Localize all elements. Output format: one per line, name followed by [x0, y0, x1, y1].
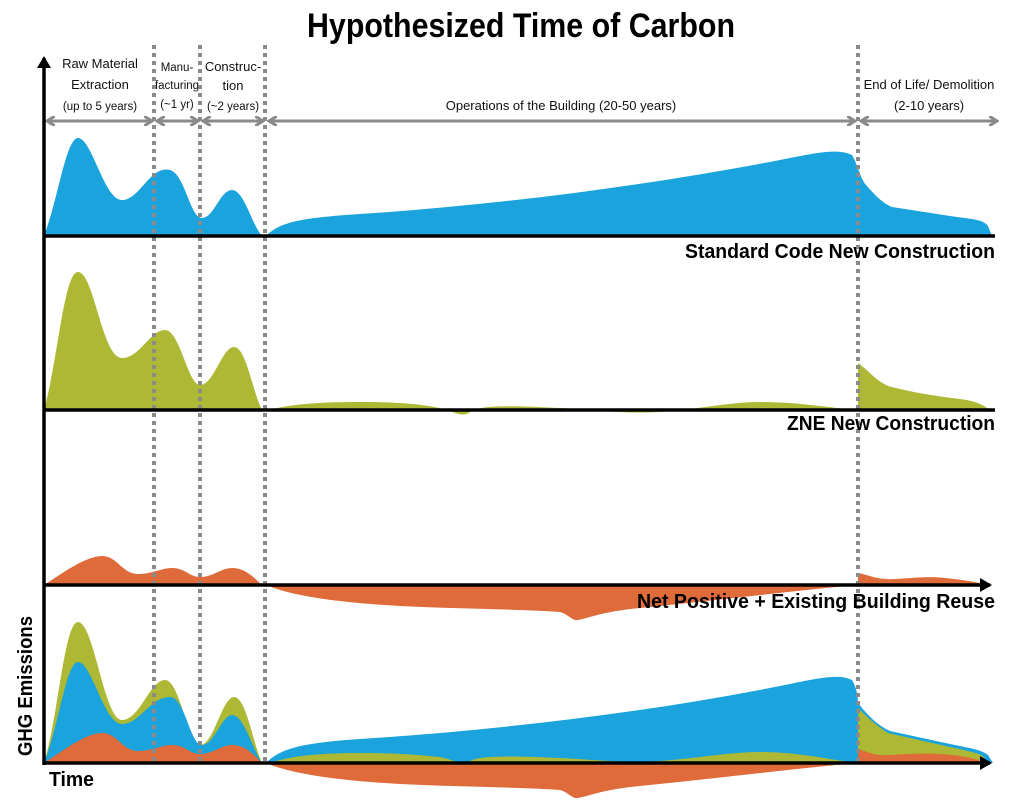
standard-operational-area — [266, 151, 992, 236]
net-positive-operational-area — [266, 585, 858, 621]
panel-zne — [44, 272, 990, 415]
panel-label-net-positive: Net Positive + Existing Building Reuse — [637, 591, 995, 613]
phase-end-of-life-line2: (2-10 years) — [894, 98, 964, 113]
phase-raw-material-line2: Extraction — [71, 77, 129, 92]
net-positive-end-of-life-area — [858, 573, 990, 585]
combined-net-positive-area — [44, 733, 262, 763]
panel-standard-code — [44, 138, 992, 236]
phase-manufacturing-line2: facturing — [155, 80, 199, 92]
panel-label-zne: ZNE New Construction — [787, 413, 995, 435]
zne-end-of-life-area — [858, 363, 990, 410]
phase-construction-line3: (~2 years) — [207, 101, 259, 113]
panel-combined — [44, 622, 993, 799]
combined-net-positive-negative-area — [266, 763, 858, 799]
y-axis-label: GHG Emissions — [15, 616, 37, 756]
panel-net-positive — [44, 556, 990, 621]
phase-end-of-life-line1: End of Life/ Demolition — [864, 77, 995, 92]
phase-operations: Operations of the Building (20-50 years) — [446, 98, 677, 113]
phase-labels: Raw Material Extraction (up to 5 years) … — [62, 56, 994, 113]
phase-raw-material-line3: (up to 5 years) — [63, 101, 137, 113]
standard-embodied-area — [44, 138, 262, 236]
phase-construction-line2: tion — [223, 78, 244, 93]
net-positive-embodied-area — [44, 556, 262, 585]
combined-end-of-life-net-positive-area — [858, 749, 986, 763]
combined-zne-operational-area — [270, 752, 858, 763]
diagram-title: Hypothesized Time of Carbon — [307, 7, 735, 45]
x-axis-label: Time — [49, 769, 94, 791]
combined-end-of-life-zne-area — [858, 708, 988, 763]
panel-label-standard: Standard Code New Construction — [685, 241, 995, 263]
phase-manufacturing-line1: Manu- — [161, 62, 194, 74]
phase-manufacturing-line3: (~1 yr) — [160, 99, 194, 111]
phase-raw-material-line1: Raw Material — [62, 56, 138, 71]
combined-standard-operational-area — [266, 676, 858, 763]
phase-construction-line1: Construc- — [205, 59, 261, 74]
